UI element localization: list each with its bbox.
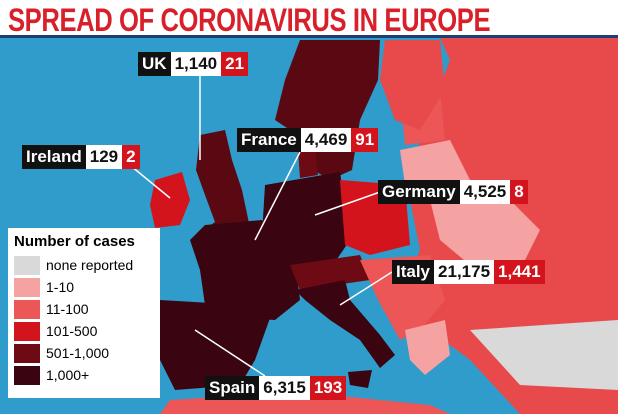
callout: Germany 4,525 8 bbox=[378, 180, 528, 204]
leader-line bbox=[254, 151, 301, 241]
legend-label: 501-1,000 bbox=[46, 345, 110, 361]
land-greece bbox=[405, 320, 450, 375]
deaths: 21 bbox=[221, 52, 249, 76]
country-name: Ireland bbox=[22, 145, 86, 169]
land-germany bbox=[262, 172, 350, 270]
legend-item: 501-1,000 bbox=[14, 342, 154, 364]
legend-swatch bbox=[14, 343, 40, 363]
cases: 129 bbox=[85, 145, 123, 169]
country-name: France bbox=[237, 128, 301, 152]
country-name: Italy bbox=[392, 260, 435, 284]
deaths: 193 bbox=[309, 376, 347, 400]
callout: Italy 21,175 1,441 bbox=[392, 260, 545, 284]
land-france bbox=[190, 220, 300, 320]
cases: 6,315 bbox=[259, 376, 310, 400]
title: SPREAD OF CORONAVIRUS IN EUROPE bbox=[8, 2, 491, 38]
deaths: 8 bbox=[510, 180, 528, 204]
land-ireland bbox=[150, 172, 190, 228]
callout: France 4,469 91 bbox=[237, 128, 379, 152]
legend-item: 1,000+ bbox=[14, 364, 154, 386]
country-name: UK bbox=[138, 52, 171, 76]
land-turkey bbox=[470, 320, 618, 390]
legend-label: 101-500 bbox=[46, 323, 98, 339]
legend-item: none reported bbox=[14, 254, 154, 276]
callout: Spain 6,315 193 bbox=[205, 376, 347, 400]
country-name: Germany bbox=[378, 180, 460, 204]
land-denmark bbox=[298, 148, 318, 178]
callout: UK 1,140 21 bbox=[138, 52, 249, 76]
land-uk bbox=[196, 130, 250, 246]
legend-title: Number of cases bbox=[14, 233, 135, 250]
legend-item: 101-500 bbox=[14, 320, 154, 342]
land-sicily bbox=[348, 370, 372, 388]
land-east-light bbox=[430, 190, 540, 270]
leader-line bbox=[339, 271, 393, 306]
land-finland bbox=[380, 40, 445, 130]
legend-item: 1-10 bbox=[14, 276, 154, 298]
deaths: 2 bbox=[122, 145, 140, 169]
deaths: 91 bbox=[351, 128, 379, 152]
leader-line bbox=[194, 329, 266, 377]
land-iberia bbox=[155, 300, 270, 390]
legend-swatch bbox=[14, 255, 40, 275]
legend-label: 1,000+ bbox=[46, 367, 90, 383]
land-italy bbox=[295, 280, 395, 368]
legend-label: 11-100 bbox=[46, 301, 89, 317]
legend-label: none reported bbox=[46, 257, 134, 273]
title-bar: SPREAD OF CORONAVIRUS IN EUROPE bbox=[0, 0, 618, 38]
cases: 21,175 bbox=[434, 260, 495, 284]
deaths: 1,441 bbox=[494, 260, 545, 284]
legend-swatch bbox=[14, 321, 40, 341]
land-scandinavia bbox=[275, 40, 380, 180]
legend-swatch bbox=[14, 277, 40, 297]
legend-label: 1-10 bbox=[46, 279, 75, 295]
country-name: Spain bbox=[205, 376, 260, 400]
legend-item: 11-100 bbox=[14, 298, 154, 320]
cases: 4,469 bbox=[300, 128, 352, 152]
legend: Number of cases none reported 1-10 11-100 1… bbox=[8, 228, 160, 398]
callout: Ireland 129 2 bbox=[22, 145, 140, 169]
legend-swatch bbox=[14, 299, 40, 319]
land-alps bbox=[290, 255, 370, 290]
legend-rows: none reported 1-10 11-100 101-500 501-1,000 1… bbox=[14, 254, 154, 386]
cases: 4,525 bbox=[459, 180, 511, 204]
leader-line bbox=[314, 191, 381, 216]
cases: 1,140 bbox=[170, 52, 222, 76]
legend-swatch bbox=[14, 365, 40, 385]
